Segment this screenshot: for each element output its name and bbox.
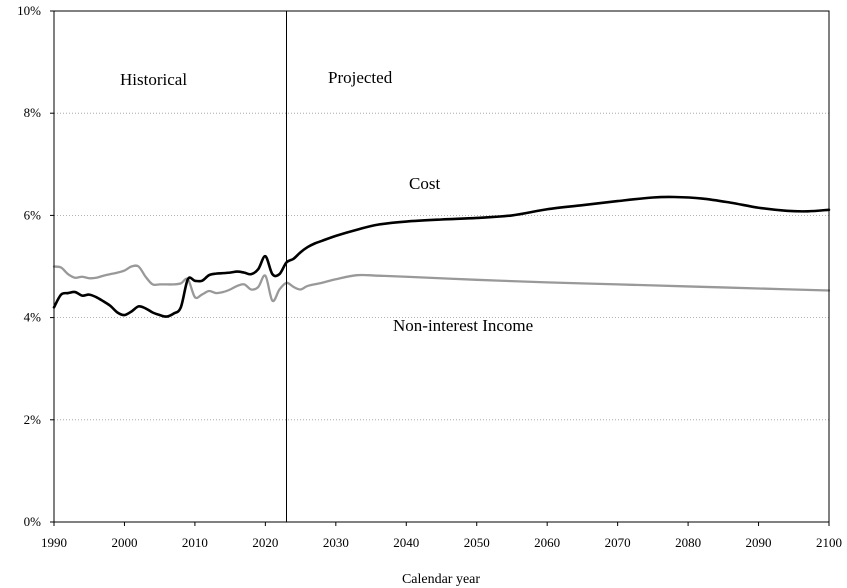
y-tick-label: 2% (24, 412, 42, 427)
y-tick-label: 10% (17, 3, 41, 18)
y-axis-ticks: 0% 2% 4% 6% 8% 10% (17, 3, 54, 529)
x-tick-label: 2060 (534, 535, 560, 550)
cost-label: Cost (409, 174, 440, 193)
x-tick-label: 2100 (816, 535, 842, 550)
income-label: Non-interest Income (393, 316, 533, 335)
y-tick-label: 4% (24, 310, 42, 325)
x-tick-label: 2080 (675, 535, 701, 550)
x-tick-label: 2050 (464, 535, 490, 550)
y-tick-label: 8% (24, 105, 42, 120)
x-tick-label: 2090 (746, 535, 772, 550)
x-tick-label: 2030 (323, 535, 349, 550)
series-lines (52, 195, 831, 318)
plot-frame (53, 10, 830, 523)
x-tick-label: 1990 (41, 535, 67, 550)
x-tick-label: 2000 (111, 535, 137, 550)
gridlines (54, 112, 829, 421)
series-line-non-interest-income (52, 264, 831, 303)
x-axis-title: Calendar year (402, 572, 480, 587)
y-tick-label: 0% (24, 514, 42, 529)
series-line-cost (52, 195, 831, 318)
x-tick-label: 2070 (605, 535, 631, 550)
x-axis-ticks: 1990 2000 2010 2020 2030 2040 2050 2060 2070 2080… (41, 522, 842, 550)
x-tick-label: 2010 (182, 535, 208, 550)
y-tick-label: 6% (24, 207, 42, 222)
projected-label: Projected (328, 68, 393, 87)
x-tick-label: 2040 (393, 535, 419, 550)
historical-label: Historical (120, 70, 187, 89)
x-tick-label: 2020 (252, 535, 278, 550)
